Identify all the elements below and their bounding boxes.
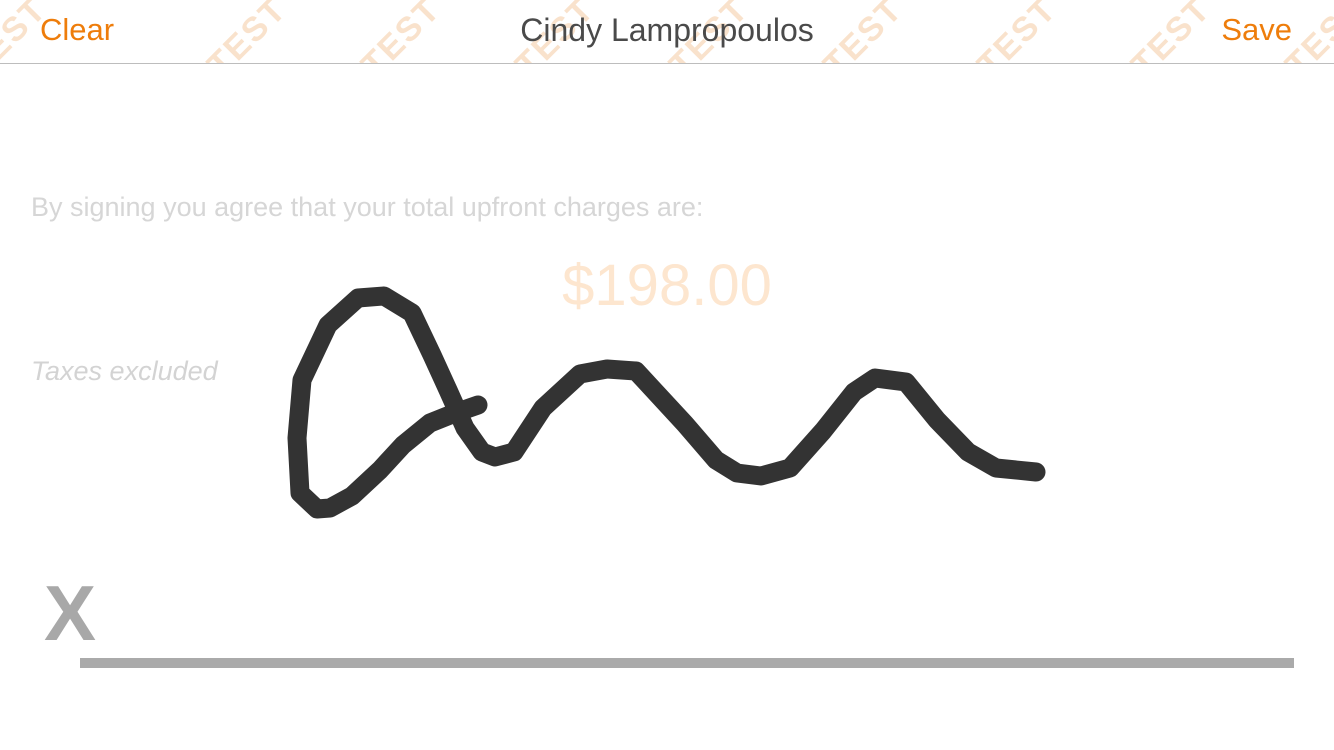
signature-line bbox=[80, 658, 1294, 668]
signature-x-mark: X bbox=[44, 569, 97, 657]
agreement-text: By signing you agree that your total upf… bbox=[31, 192, 704, 222]
taxes-note: Taxes excluded bbox=[31, 356, 218, 386]
clear-button[interactable]: Clear bbox=[40, 8, 114, 52]
save-button[interactable]: Save bbox=[1221, 8, 1292, 52]
signature-pad[interactable] bbox=[0, 65, 1334, 750]
page-title: Cindy Lampropoulos bbox=[520, 12, 814, 48]
header-bar: TEST TEST TEST TEST TEST TEST TEST TEST … bbox=[0, 0, 1334, 64]
